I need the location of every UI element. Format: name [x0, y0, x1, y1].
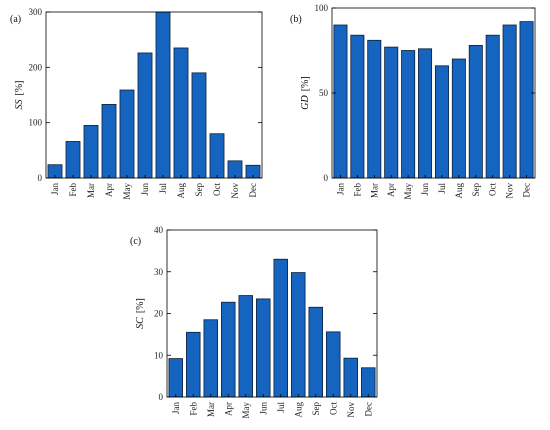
- x-tick-label-jul: Jul: [158, 183, 168, 194]
- bar-may: [238, 295, 253, 398]
- x-tick-label-mar: Mar: [369, 183, 379, 198]
- bar-may: [401, 50, 416, 179]
- y-tick-label: 0: [159, 392, 164, 402]
- panel-label: (b): [290, 14, 302, 25]
- bar-aug: [451, 58, 466, 179]
- x-tick-label-jul: Jul: [437, 183, 447, 194]
- x-tick-label-jan: Jan: [335, 183, 345, 195]
- x-tick-label-jul: Jul: [276, 402, 286, 413]
- x-tick-label-nov: Nov: [230, 183, 240, 199]
- bar-jun: [137, 52, 153, 179]
- x-tick-label-oct: Oct: [212, 183, 222, 196]
- y-axis-label: GD [%]: [300, 76, 311, 109]
- x-tick-label-jan: Jan: [171, 402, 181, 414]
- plot-frame: [45, 11, 263, 179]
- bar-feb: [65, 141, 81, 179]
- panel-label: (a): [10, 14, 21, 25]
- x-tick-label-may: May: [122, 183, 132, 200]
- x-tick-label-jan: Jan: [50, 183, 60, 195]
- bar-mar: [83, 125, 99, 179]
- bar-jan: [333, 24, 348, 179]
- chart-panel-0: 0 100 200 300 Jan Feb Mar Apr May Jun Jul Aug Sep Oct…: [10, 7, 263, 200]
- x-tick-label-may: May: [241, 402, 251, 419]
- x-tick-label-dec: Dec: [522, 183, 532, 198]
- x-tick-label-feb: Feb: [188, 402, 198, 416]
- y-tick-label: 20: [154, 309, 164, 319]
- bar-mar: [367, 39, 382, 179]
- x-tick-label-dec: Dec: [363, 402, 373, 417]
- bar-apr: [221, 301, 236, 398]
- x-tick-label-aug: Aug: [176, 183, 186, 199]
- y-axis-variable: SS: [14, 100, 25, 110]
- x-tick-label-jun: Jun: [258, 402, 268, 415]
- x-tick-label-sep: Sep: [311, 402, 321, 416]
- bar-jan: [168, 358, 183, 398]
- bar-jul: [155, 11, 171, 179]
- bar-may: [119, 89, 135, 179]
- y-axis-label: SS [%]: [14, 81, 25, 110]
- x-tick-label-sep: Sep: [194, 183, 204, 197]
- chart-panel-2: 0 10 20 30 40 Jan Feb Mar Apr May Jun Jul Aug Sep Oct N…: [130, 225, 378, 419]
- y-axis-label: SC [%]: [135, 298, 146, 329]
- bar-sep: [468, 45, 483, 179]
- bar-sep: [308, 306, 323, 398]
- y-tick-label: 30: [154, 267, 164, 277]
- y-tick-label: 10: [154, 350, 164, 360]
- bar-nov: [343, 357, 358, 398]
- y-axis-variable: SC: [135, 317, 146, 329]
- x-tick-label-oct: Oct: [488, 183, 498, 196]
- y-tick-label: 50: [319, 88, 329, 98]
- bar-aug: [173, 47, 189, 179]
- x-tick-label-jun: Jun: [420, 183, 430, 196]
- x-tick-label-aug: Aug: [454, 183, 464, 199]
- y-tick-label: 40: [154, 225, 164, 235]
- x-tick-label-apr: Apr: [386, 183, 396, 197]
- y-tick-label: 0: [324, 173, 329, 183]
- bar-jul: [434, 65, 449, 179]
- x-tick-label-aug: Aug: [293, 402, 303, 418]
- chart-panel-1: 0 50 100 Jan Feb Mar Apr May Jun Jul Aug Sep Oct Nov D…: [290, 3, 536, 200]
- x-tick-label-dec: Dec: [248, 183, 258, 198]
- x-tick-label-mar: Mar: [86, 183, 96, 198]
- y-tick-label: 100: [315, 3, 329, 13]
- y-axis-unit: [%]: [135, 298, 146, 313]
- x-tick-label-oct: Oct: [328, 402, 338, 415]
- bar-jun: [256, 298, 271, 398]
- x-tick-label-apr: Apr: [104, 183, 114, 197]
- x-tick-label-nov: Nov: [505, 183, 515, 199]
- x-tick-label-jun: Jun: [140, 183, 150, 196]
- bar-apr: [101, 104, 117, 179]
- y-axis-unit: [%]: [300, 76, 311, 91]
- bar-oct: [326, 331, 341, 398]
- y-tick-label: 100: [29, 118, 43, 128]
- y-tick-label: 300: [29, 7, 43, 17]
- bar-jun: [418, 48, 433, 179]
- bar-nov: [502, 24, 517, 179]
- bar-jul: [273, 258, 288, 398]
- x-tick-label-sep: Sep: [471, 182, 481, 196]
- panel-label: (c): [130, 236, 141, 247]
- x-tick-label-may: May: [403, 183, 413, 200]
- y-tick-label: 0: [38, 173, 43, 183]
- x-tick-label-feb: Feb: [352, 183, 362, 197]
- bar-sep: [191, 72, 207, 179]
- y-tick-label: 200: [29, 62, 43, 72]
- bar-dec: [361, 367, 376, 398]
- bar-mar: [203, 319, 218, 398]
- bar-dec: [519, 21, 534, 179]
- bar-oct: [209, 133, 225, 179]
- bar-aug: [291, 272, 306, 398]
- x-tick-label-feb: Feb: [68, 183, 78, 197]
- x-tick-label-nov: Nov: [346, 402, 356, 418]
- y-axis-unit: [%]: [14, 81, 25, 96]
- bar-feb: [350, 34, 365, 179]
- bar-feb: [186, 331, 201, 398]
- y-axis-variable: GD: [300, 95, 311, 110]
- x-tick-label-apr: Apr: [223, 402, 233, 416]
- x-tick-label-mar: Mar: [206, 402, 216, 417]
- bar-oct: [485, 34, 500, 179]
- bar-apr: [384, 46, 399, 179]
